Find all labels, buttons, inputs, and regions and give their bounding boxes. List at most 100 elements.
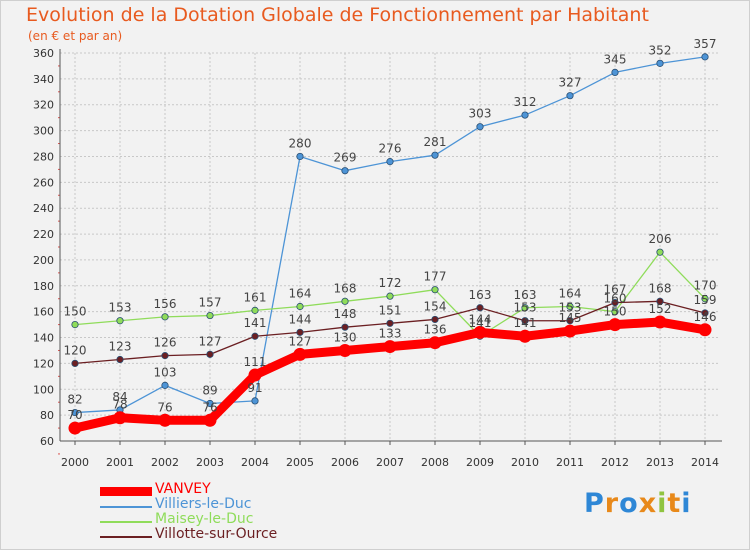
data-point xyxy=(386,319,394,327)
data-point xyxy=(473,325,487,339)
data-label: 168 xyxy=(334,281,357,295)
y-tick-label: 280 xyxy=(33,150,54,163)
logo-letter: t xyxy=(667,488,682,519)
data-label: 144 xyxy=(469,312,492,326)
data-label: 103 xyxy=(154,365,177,379)
data-point xyxy=(431,286,439,294)
y-tick-label: 120 xyxy=(33,357,54,370)
logo-letter: P xyxy=(584,488,605,519)
data-point xyxy=(386,158,394,166)
data-point xyxy=(158,413,172,427)
data-point xyxy=(476,123,484,131)
chart-subtitle: (en € et par an) xyxy=(28,29,123,43)
data-label: 206 xyxy=(649,232,672,246)
data-point xyxy=(338,343,352,357)
data-point xyxy=(698,323,712,337)
data-point xyxy=(248,368,262,382)
data-point xyxy=(293,347,307,361)
data-label: 89 xyxy=(202,383,217,397)
data-point xyxy=(161,381,169,389)
data-point xyxy=(161,313,169,321)
data-label: 123 xyxy=(109,340,132,354)
data-point xyxy=(341,323,349,331)
data-point xyxy=(656,248,664,256)
data-point xyxy=(341,167,349,175)
data-label: 269 xyxy=(334,151,357,165)
data-point xyxy=(251,332,259,340)
data-label: 78 xyxy=(112,398,127,412)
y-tick-label: 320 xyxy=(33,99,54,112)
data-point xyxy=(656,297,664,305)
data-point xyxy=(611,299,619,307)
legend-swatch xyxy=(100,506,152,508)
chart-title: Evolution de la Dotation Globale de Fonc… xyxy=(26,4,649,26)
data-point xyxy=(296,152,304,161)
data-label: 159 xyxy=(694,293,717,307)
data-label: 164 xyxy=(289,286,312,300)
data-point xyxy=(428,336,442,350)
logo-letter: r xyxy=(604,488,620,519)
y-tick-label: 140 xyxy=(33,332,54,345)
data-point xyxy=(161,352,169,360)
data-point xyxy=(71,408,79,417)
data-label: 357 xyxy=(694,37,717,51)
data-point xyxy=(71,359,79,367)
data-point xyxy=(521,317,529,325)
data-point xyxy=(566,302,574,311)
data-point xyxy=(701,309,709,317)
data-label: 352 xyxy=(649,43,672,57)
data-label: 164 xyxy=(559,286,582,300)
x-tick-label: 2001 xyxy=(106,456,134,469)
y-tick-label: 300 xyxy=(33,125,54,138)
x-tick-label: 2009 xyxy=(466,456,494,469)
data-label: 141 xyxy=(244,316,267,330)
data-label: 276 xyxy=(379,142,402,156)
data-label: 136 xyxy=(424,323,447,337)
x-tick-label: 2006 xyxy=(331,456,359,469)
data-point xyxy=(251,306,259,314)
data-label: 144 xyxy=(289,312,312,326)
data-point xyxy=(521,111,529,119)
data-point xyxy=(383,340,397,354)
x-tick-label: 2008 xyxy=(421,456,449,469)
data-point xyxy=(701,53,709,61)
data-label: 303 xyxy=(469,107,492,121)
legend-label: VANVEY xyxy=(155,481,211,497)
data-label: 76 xyxy=(202,400,217,414)
data-label: 163 xyxy=(514,288,537,302)
data-point xyxy=(206,350,214,358)
x-tick-label: 2003 xyxy=(196,456,224,469)
data-point xyxy=(206,399,214,408)
data-label: 163 xyxy=(469,288,492,302)
y-tick-label: 240 xyxy=(33,202,54,215)
legend-swatch xyxy=(100,487,152,496)
data-label: 70 xyxy=(67,408,82,422)
data-point xyxy=(653,315,667,329)
data-label: 91 xyxy=(247,381,262,395)
y-tick-label: 80 xyxy=(40,409,54,422)
data-label: 76 xyxy=(157,400,172,414)
x-tick-label: 2014 xyxy=(691,456,719,469)
data-point xyxy=(518,329,532,343)
logo-letter: i xyxy=(657,488,668,519)
data-point xyxy=(611,308,619,316)
data-point xyxy=(611,68,619,77)
data-point xyxy=(206,311,214,320)
y-tick-label: 360 xyxy=(33,47,54,60)
data-label: 327 xyxy=(559,76,582,90)
x-tick-label: 2010 xyxy=(511,456,539,469)
data-point xyxy=(431,151,439,159)
data-label: 150 xyxy=(604,305,627,319)
data-label: 154 xyxy=(424,299,447,313)
legend-label: Villotte-sur-Ource xyxy=(155,526,278,542)
data-point xyxy=(341,297,349,305)
y-tick-label: 100 xyxy=(33,383,54,396)
y-tick-label: 200 xyxy=(33,254,54,267)
logo-letter: i xyxy=(681,488,692,519)
data-point xyxy=(386,292,394,300)
x-tick-label: 2013 xyxy=(646,456,674,469)
data-label: 148 xyxy=(334,307,357,321)
data-label: 157 xyxy=(199,296,222,310)
x-tick-label: 2002 xyxy=(151,456,179,469)
